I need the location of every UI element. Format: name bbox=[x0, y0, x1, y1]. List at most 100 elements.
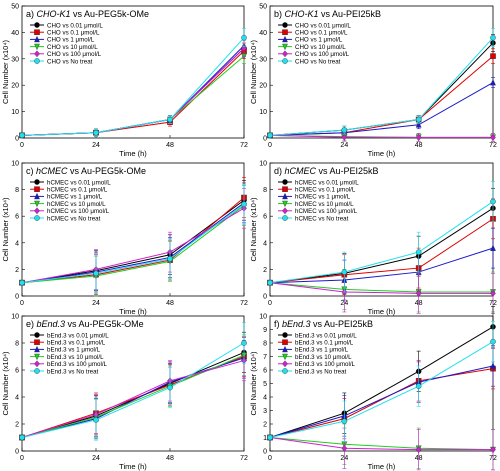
data-point bbox=[490, 34, 496, 41]
series-line bbox=[269, 55, 494, 136]
data-point bbox=[415, 446, 422, 454]
series-line bbox=[269, 134, 493, 138]
data-point bbox=[415, 249, 422, 255]
legend-label: CHO vs 0.01 μmol/L bbox=[47, 22, 103, 29]
plot-frame bbox=[21, 315, 245, 452]
legend-marker bbox=[282, 35, 288, 43]
x-tick-label: 72 bbox=[240, 142, 248, 149]
legend-marker bbox=[34, 192, 40, 200]
data-point bbox=[341, 444, 348, 452]
data-point bbox=[415, 121, 422, 128]
plot-frame bbox=[269, 5, 494, 139]
y-tick-label: 8 bbox=[263, 341, 267, 348]
legend-marker bbox=[282, 207, 288, 215]
data-point bbox=[93, 417, 99, 423]
data-point bbox=[490, 53, 496, 59]
x-axis-label: Time (h) bbox=[119, 462, 147, 471]
y-tick-label: 10 bbox=[11, 314, 19, 321]
data-point bbox=[93, 270, 99, 277]
x-tick-label: 24 bbox=[92, 300, 100, 307]
legend-label: bEnd.3 vs 1 μmol/L bbox=[295, 347, 349, 354]
y-tick-label: 50 bbox=[259, 4, 267, 11]
data-point bbox=[490, 362, 496, 369]
x-tick-label: 0 bbox=[20, 142, 24, 149]
y-axis-label: Cell Number (x10⁴) bbox=[249, 39, 258, 104]
y-tick-label: 4 bbox=[263, 240, 267, 247]
x-tick-label: 48 bbox=[166, 455, 174, 462]
data-point bbox=[241, 201, 247, 208]
y-axis-label: Cell Number (x10⁴) bbox=[1, 351, 10, 416]
legend-label: hCMEC vs 10 μmol/L bbox=[295, 201, 354, 208]
series-line bbox=[269, 37, 494, 136]
series-line bbox=[269, 326, 494, 438]
legend-marker bbox=[34, 43, 40, 51]
legend-marker bbox=[34, 360, 40, 368]
data-point bbox=[19, 434, 25, 441]
y-tick-label: 0 bbox=[15, 136, 19, 143]
legend-label: bEnd.3 vs 10 μmol/L bbox=[47, 354, 104, 361]
y-tick-label: 10 bbox=[11, 109, 19, 116]
x-axis-label: Time (h) bbox=[119, 149, 147, 158]
data-point bbox=[267, 132, 273, 139]
series-line bbox=[269, 282, 493, 294]
legend-marker bbox=[282, 339, 288, 346]
legend-label: hCMEC vs 10 μmol/L bbox=[47, 201, 106, 208]
y-tick-label: 2 bbox=[15, 422, 19, 429]
legend-label: hCMEC vs 1 μmol/L bbox=[295, 194, 351, 201]
chart-panel: 0 10 20 30 40 50 0 24 48 72 Time (h) Cell Number (x… bbox=[1, 4, 248, 159]
data-point bbox=[490, 78, 496, 86]
legend-label: CHO vs 0.01 μmol/L bbox=[295, 22, 351, 29]
series-line bbox=[21, 203, 245, 284]
x-axis-label: Time (h) bbox=[368, 307, 396, 316]
series-line bbox=[269, 437, 494, 451]
plot-frame bbox=[21, 5, 245, 139]
legend-marker bbox=[282, 200, 288, 208]
legend-marker bbox=[282, 50, 288, 58]
legend-marker bbox=[282, 43, 288, 51]
y-tick-label: 0 bbox=[263, 449, 267, 456]
legend-marker bbox=[282, 332, 288, 338]
y-tick-label: 1 bbox=[263, 435, 267, 442]
x-tick-label: 0 bbox=[268, 455, 272, 462]
x-tick-label: 24 bbox=[340, 142, 348, 149]
legend-marker bbox=[34, 179, 40, 185]
data-point bbox=[19, 279, 25, 286]
panel-title: c) hCMEC vs Au-PEG5k-OMe bbox=[26, 166, 146, 176]
y-tick-label: 8 bbox=[15, 187, 19, 194]
x-axis-label: Time (h) bbox=[368, 462, 396, 471]
legend-marker bbox=[282, 29, 288, 36]
legend-label: CHO vs No treat bbox=[295, 58, 341, 65]
legend-marker bbox=[34, 29, 40, 36]
y-tick-label: 50 bbox=[11, 4, 19, 11]
legend-marker bbox=[282, 368, 288, 374]
legend-marker bbox=[282, 58, 288, 64]
data-point bbox=[490, 244, 496, 251]
data-point bbox=[490, 134, 496, 141]
y-tick-label: 10 bbox=[259, 314, 267, 321]
y-tick-label: 40 bbox=[259, 30, 267, 37]
y-tick-label: 30 bbox=[259, 56, 267, 63]
legend-label: bEnd.3 vs 100 μmol/L bbox=[47, 361, 108, 368]
y-axis-label: Cell Number (x10⁴) bbox=[1, 197, 10, 262]
legend-marker bbox=[34, 200, 40, 208]
series-line bbox=[21, 207, 245, 284]
legend-marker bbox=[282, 360, 288, 368]
legend-marker bbox=[282, 353, 288, 361]
y-tick-label: 6 bbox=[15, 368, 19, 375]
series-line bbox=[21, 197, 245, 284]
legend-label: hCMEC vs 100 μmol/L bbox=[47, 208, 110, 215]
series-line bbox=[269, 207, 494, 284]
x-tick-label: 48 bbox=[415, 142, 423, 149]
y-tick-label: 2 bbox=[15, 267, 19, 274]
y-tick-label: 10 bbox=[259, 109, 267, 116]
x-tick-label: 24 bbox=[92, 455, 100, 462]
legend-label: bEnd.3 vs 0.1 μmol/L bbox=[295, 340, 354, 347]
y-tick-label: 20 bbox=[259, 83, 267, 90]
data-point bbox=[241, 44, 247, 52]
x-tick-label: 72 bbox=[240, 455, 248, 462]
x-tick-label: 72 bbox=[489, 142, 497, 149]
x-tick-label: 0 bbox=[268, 300, 272, 307]
